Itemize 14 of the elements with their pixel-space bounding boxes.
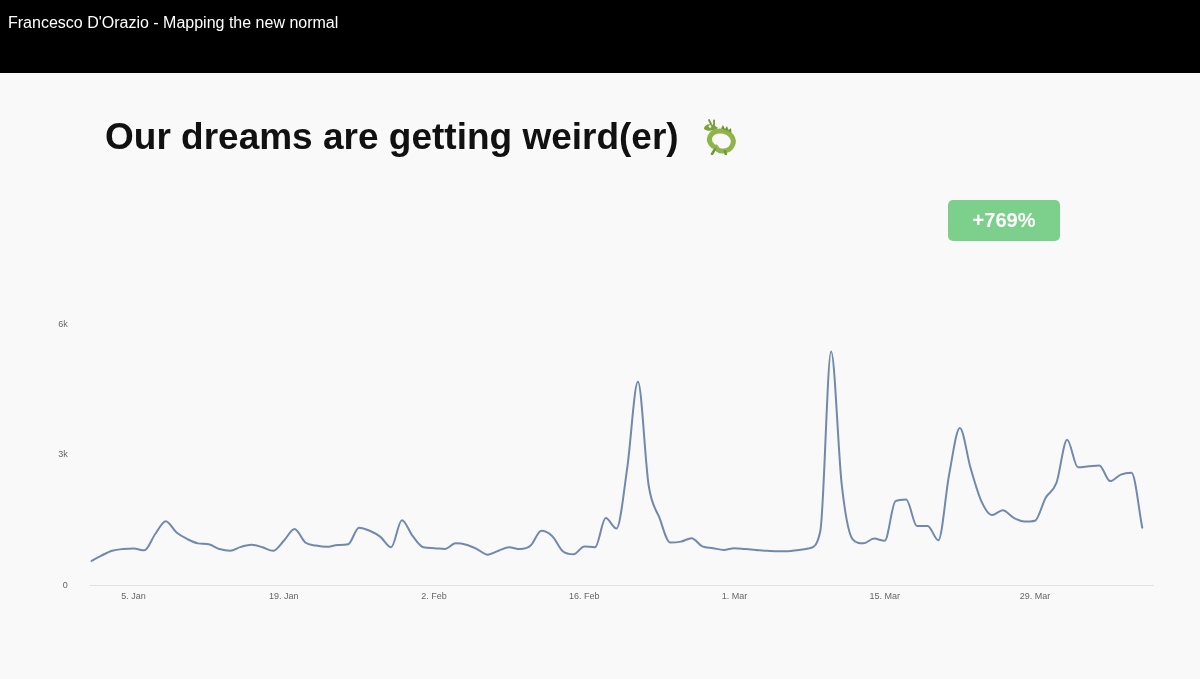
line-series	[90, 350, 1144, 563]
y-tick-label: 6k	[58, 318, 69, 329]
y-tick-label: 3k	[58, 449, 69, 460]
x-tick-label: 16. Feb	[569, 591, 600, 602]
x-tick-label: 2. Feb	[421, 591, 447, 602]
text: Francesco D'Orazio - Mapping the new normal	[8, 14, 339, 32]
x-tick-label: 5. Jan	[121, 591, 146, 602]
y-tick-label: 0	[62, 580, 68, 591]
chart-title: Our dreams are getting weird(er)	[105, 116, 679, 158]
x-tick-label: 19. Jan	[269, 591, 299, 602]
x-tick-label: 1. Mar	[721, 591, 748, 602]
x-tick-label: 29. Mar	[1019, 591, 1051, 602]
text: +769%	[972, 209, 1036, 232]
x-tick-label: 15. Mar	[869, 591, 900, 602]
